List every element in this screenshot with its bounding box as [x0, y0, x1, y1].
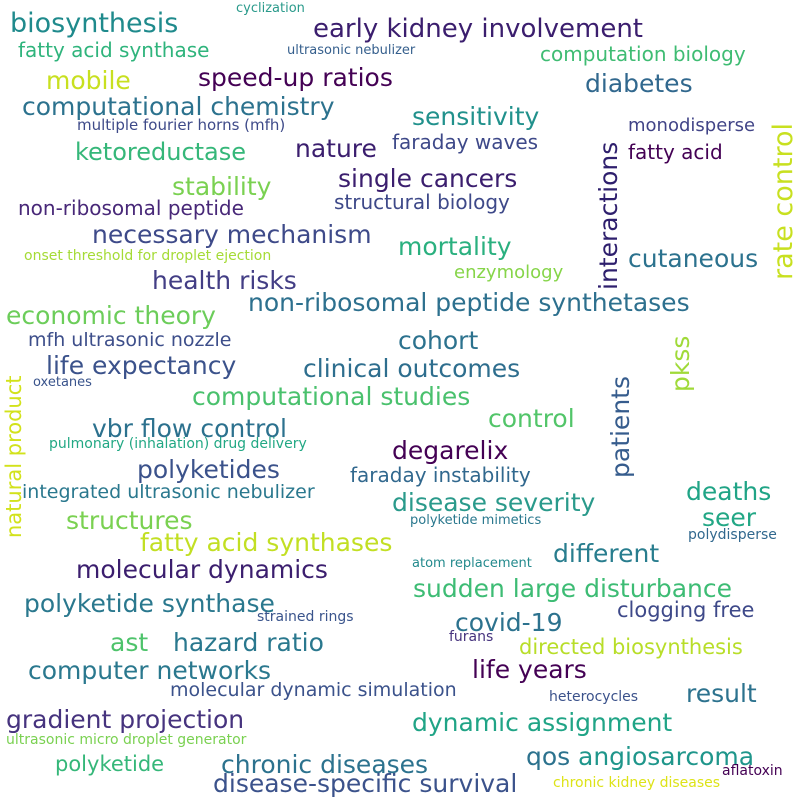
word-non-ribosomal-peptide-synthetases: non-ribosomal peptide synthetases — [248, 288, 690, 317]
word-non-ribosomal-peptide: non-ribosomal peptide — [18, 196, 244, 220]
word-hazard-ratio: hazard ratio — [173, 628, 324, 657]
word-dynamic-assignment: dynamic assignment — [412, 708, 673, 737]
word-clogging-free: clogging free — [617, 598, 755, 622]
word-interactions: interactions — [594, 141, 623, 290]
word-directed-biosynthesis: directed biosynthesis — [519, 635, 743, 659]
word-necessary-mechanism: necessary mechanism — [92, 220, 372, 249]
word-structural-biology: structural biology — [334, 190, 510, 214]
word-life-expectancy: life expectancy — [46, 351, 237, 380]
word-ultrasonic-nebulizer: ultrasonic nebulizer — [287, 43, 416, 58]
word-pulmonary-drug-delivery: pulmonary (inhalation) drug delivery — [49, 436, 307, 452]
word-fatty-acid-synthases: fatty acid synthases — [140, 528, 393, 557]
word-patients: patients — [606, 376, 635, 478]
word-vbr-flow-control: vbr flow control — [92, 414, 287, 443]
word-stability: stability — [172, 172, 272, 201]
word-rate-control: rate control — [768, 122, 799, 280]
word-degarelix: degarelix — [392, 436, 509, 465]
word-sudden-large-disturbance: sudden large disturbance — [413, 574, 733, 603]
word-early-kidney-involvement: early kidney involvement — [313, 14, 644, 44]
word-polyketide-mimetics: polyketide mimetics — [410, 513, 542, 528]
word-nature: nature — [295, 134, 377, 163]
word-deaths: deaths — [686, 477, 772, 506]
word-pkss: pkss — [666, 335, 695, 392]
word-angiosarcoma: angiosarcoma — [578, 742, 755, 771]
word-computer-networks: computer networks — [28, 656, 272, 685]
word-gradient-projection: gradient projection — [6, 705, 245, 734]
word-speed-up-ratios: speed-up ratios — [198, 63, 393, 92]
word-polyketide-synthase: polyketide synthase — [24, 589, 275, 618]
word-ultrasonic-micro-droplet-generator: ultrasonic micro droplet generator — [6, 732, 247, 748]
word-chronic-diseases: chronic diseases — [221, 750, 429, 779]
word-cyclization: cyclization — [236, 1, 305, 16]
word-disease-severity: disease severity — [392, 488, 596, 517]
word-aflatoxin: aflatoxin — [722, 763, 783, 779]
word-result: result — [686, 679, 757, 708]
word-polydisperse: polydisperse — [688, 527, 777, 543]
word-onset-threshold: onset threshold for droplet ejection — [24, 248, 272, 264]
word-furans: furans — [449, 629, 494, 645]
word-control: control — [488, 404, 575, 433]
word-polyketide: polyketide — [55, 752, 165, 776]
word-biosynthesis: biosynthesis — [10, 8, 179, 39]
word-monodisperse: monodisperse — [628, 115, 756, 136]
word-multiple-fourier-horns: multiple fourier horns (mfh) — [77, 116, 286, 134]
word-computation-biology: computation biology — [540, 42, 746, 66]
word-different: different — [553, 539, 660, 568]
word-atom-replacement: atom replacement — [412, 556, 532, 571]
word-mortality: mortality — [398, 232, 512, 261]
word-ast: ast — [110, 628, 149, 657]
word-heterocycles: heterocycles — [549, 689, 639, 705]
word-computational-studies: computational studies — [192, 382, 471, 411]
word-enzymology: enzymology — [454, 262, 564, 283]
word-oxetanes: oxetanes — [33, 375, 92, 390]
word-life-years: life years — [472, 655, 587, 684]
word-qos: qos — [526, 742, 571, 771]
word-polyketides: polyketides — [137, 455, 280, 484]
word-faraday-instability: faraday instability — [350, 463, 531, 487]
word-mfh-ultrasonic-nozzle: mfh ultrasonic nozzle — [28, 329, 232, 351]
word-health-risks: health risks — [152, 266, 297, 295]
word-strained-rings: strained rings — [257, 609, 354, 625]
word-computational-chemistry: computational chemistry — [22, 92, 335, 121]
word-ketoreductase: ketoreductase — [75, 138, 247, 166]
word-chronic-kidney-diseases: chronic kidney diseases — [553, 775, 721, 791]
word-economic-theory: economic theory — [6, 301, 216, 330]
word-molecular-dynamics: molecular dynamics — [76, 555, 328, 584]
word-seer: seer — [702, 503, 757, 532]
word-sensitivity: sensitivity — [412, 102, 540, 131]
word-mobile: mobile — [46, 66, 131, 95]
word-fatty-acid: fatty acid — [628, 140, 723, 164]
word-clinical-outcomes: clinical outcomes — [303, 354, 521, 383]
word-cutaneous: cutaneous — [628, 244, 759, 273]
word-structures: structures — [66, 506, 193, 535]
word-covid-19: covid-19 — [455, 608, 563, 637]
word-natural-product: natural product — [2, 375, 26, 538]
word-cohort: cohort — [398, 326, 479, 355]
word-molecular-dynamic-simulation: molecular dynamic simulation — [170, 679, 457, 701]
word-faraday-waves: faraday waves — [392, 130, 539, 154]
word-integrated-ultrasonic-nebulizer: integrated ultrasonic nebulizer — [22, 481, 315, 503]
word-diabetes: diabetes — [585, 69, 693, 98]
word-disease-specific-survival: disease-specific survival — [213, 769, 518, 798]
word-fatty-acid-synthase: fatty acid synthase — [18, 38, 210, 62]
word-single-cancers: single cancers — [338, 164, 518, 193]
